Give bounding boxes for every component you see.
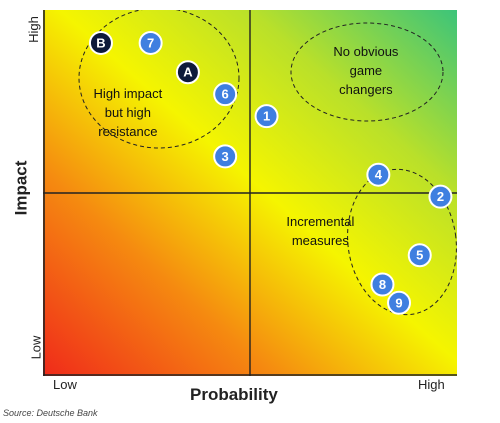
annotation-2: No obvious game changers bbox=[333, 44, 399, 97]
data-point-label: 2 bbox=[437, 189, 444, 204]
data-point-3: 3 bbox=[213, 144, 238, 169]
data-point-label: 9 bbox=[395, 295, 402, 310]
data-point-9: 9 bbox=[387, 290, 412, 315]
data-point-marker bbox=[428, 184, 453, 209]
data-point-label: 5 bbox=[416, 248, 423, 263]
group-ellipse-high-impact bbox=[78, 10, 240, 149]
source-note: Source: Deutsche Bank bbox=[3, 408, 98, 418]
data-point-5: 5 bbox=[407, 243, 432, 268]
data-point-marker bbox=[370, 272, 395, 297]
data-point-marker bbox=[138, 30, 163, 55]
annotation-layer: High impact but high resistance No obvious g… bbox=[94, 44, 399, 248]
y-tick-low: Low bbox=[28, 335, 44, 360]
annotation-1: High impact but high resistance bbox=[94, 86, 163, 139]
data-point-marker bbox=[407, 243, 432, 268]
data-point-6: 6 bbox=[213, 82, 238, 107]
data-point-7: 7 bbox=[138, 30, 163, 55]
x-tick-low: Low bbox=[53, 377, 77, 392]
group-ellipse-no-game-changers bbox=[290, 22, 444, 122]
annotation-3: Incremental measures bbox=[286, 214, 354, 248]
data-point-4: 4 bbox=[366, 162, 391, 187]
data-point-label: 6 bbox=[222, 87, 229, 102]
x-axis-title: Probability bbox=[190, 385, 278, 404]
data-point-1: 1 bbox=[254, 104, 279, 129]
data-point-label: 4 bbox=[375, 167, 383, 182]
data-point-label: B bbox=[96, 35, 105, 50]
group-ellipse-incremental bbox=[347, 168, 457, 316]
data-point-marker bbox=[254, 104, 279, 129]
data-point-marker bbox=[88, 30, 113, 55]
y-axis-title: Impact bbox=[11, 160, 31, 216]
data-point-label: 8 bbox=[379, 277, 386, 292]
points-layer: B 7 A 6 1 3 4 2 5 89 bbox=[88, 30, 453, 315]
data-point-8: 8 bbox=[370, 272, 395, 297]
data-point-marker bbox=[387, 290, 412, 315]
data-point-marker bbox=[213, 82, 238, 107]
data-point-label: 7 bbox=[147, 35, 154, 50]
y-tick-high: High bbox=[25, 16, 41, 43]
data-point-a: A bbox=[175, 60, 200, 85]
data-point-label: 1 bbox=[263, 109, 270, 124]
x-tick-high: High bbox=[418, 377, 445, 392]
data-point-marker bbox=[213, 144, 238, 169]
chart-plot-area: High impact but high resistance No obvious g… bbox=[43, 10, 457, 376]
data-point-b: B bbox=[88, 30, 113, 55]
data-point-2: 2 bbox=[428, 184, 453, 209]
data-point-marker bbox=[175, 60, 200, 85]
data-point-marker bbox=[366, 162, 391, 187]
data-point-label: 3 bbox=[222, 149, 229, 164]
data-point-label: A bbox=[183, 65, 193, 80]
